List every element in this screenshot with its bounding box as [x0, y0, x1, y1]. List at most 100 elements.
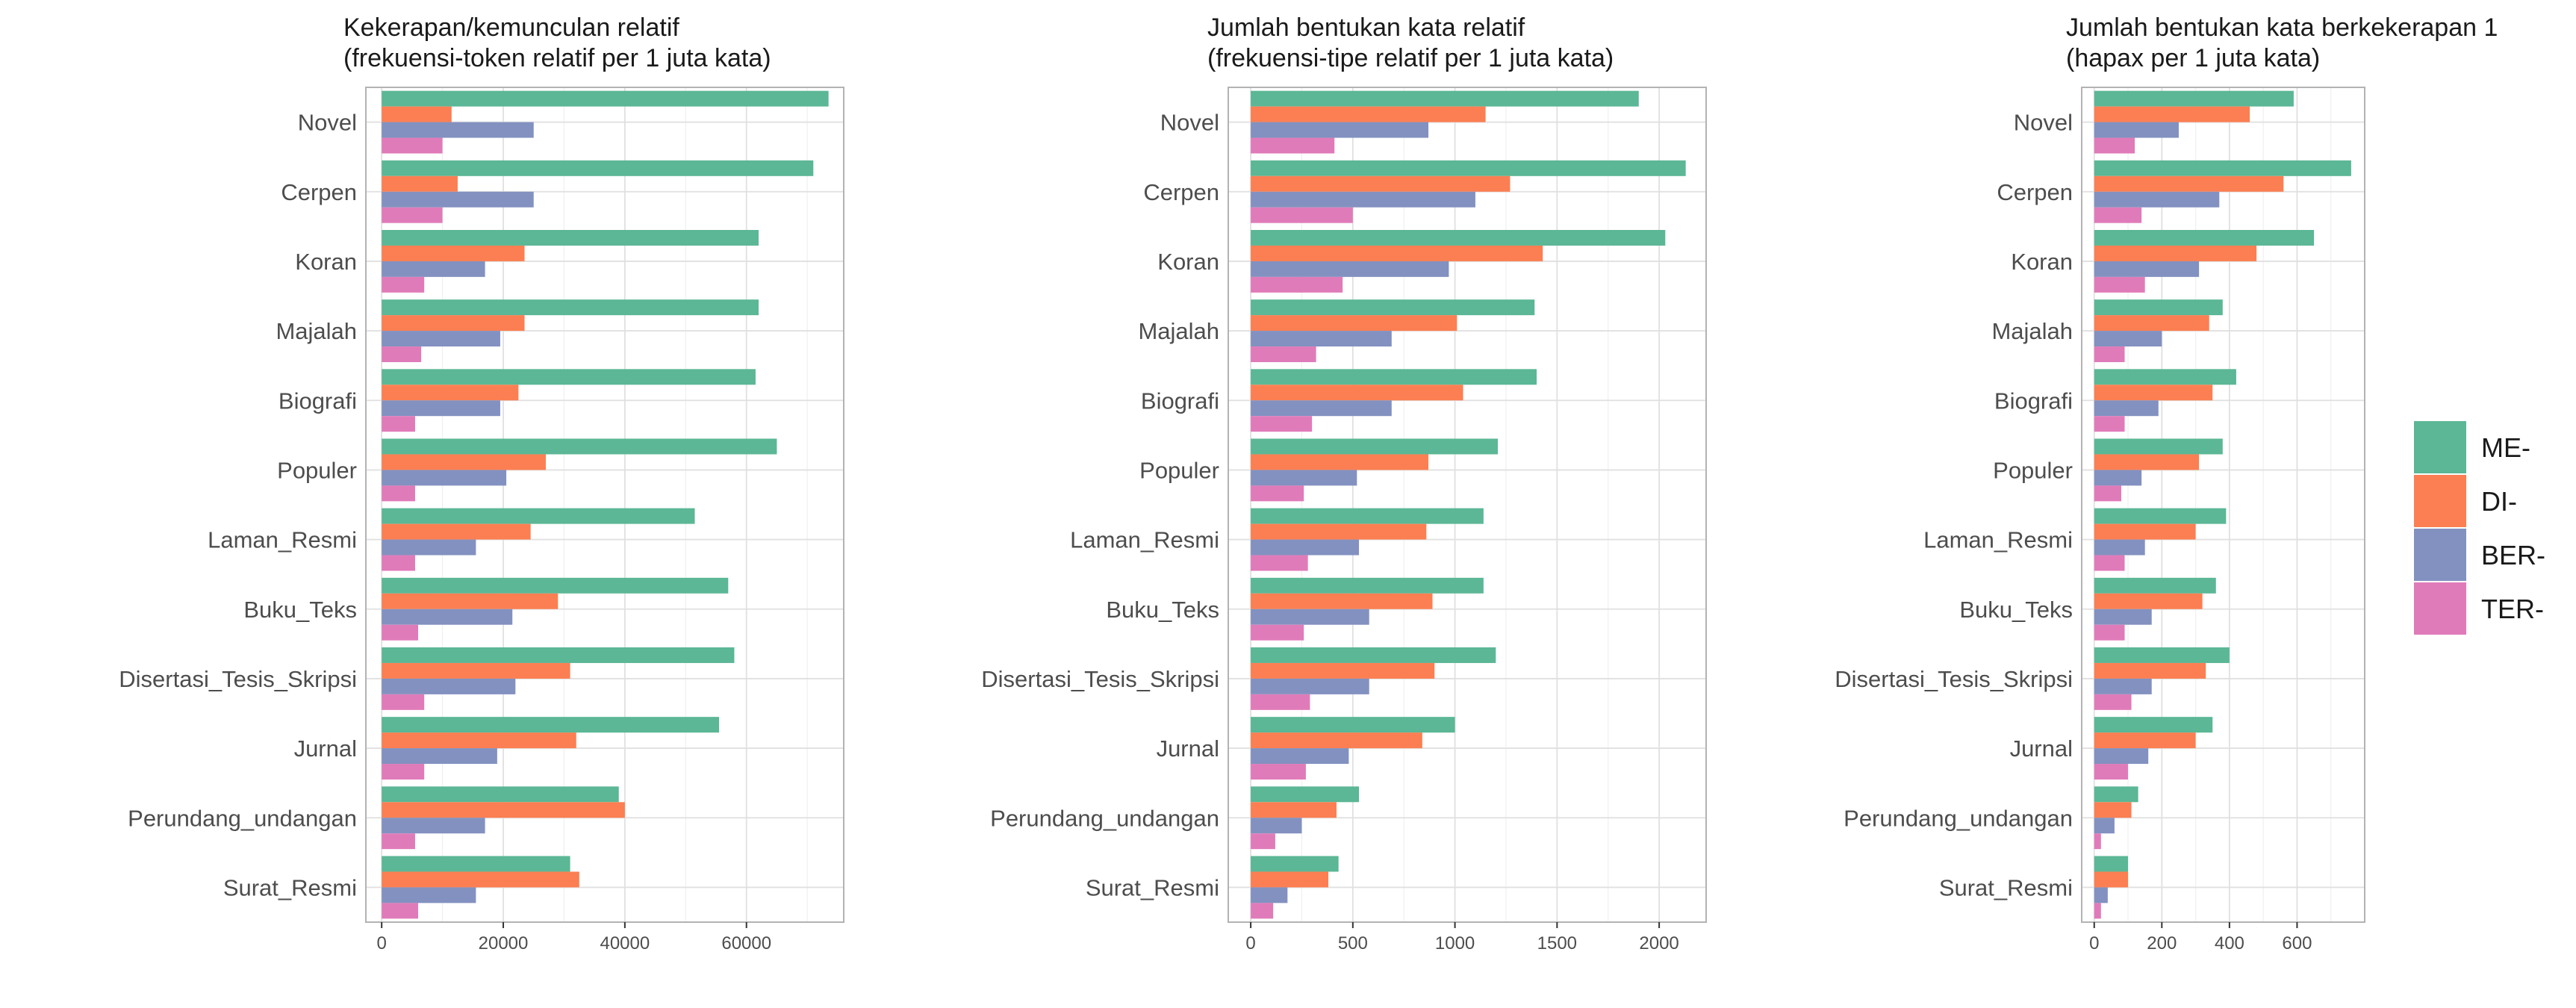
category-label: Buku_Teks: [1959, 597, 2073, 623]
category-label: Jurnal: [294, 735, 357, 762]
bar-me-koran: [1251, 229, 1666, 246]
bar-di-biografi: [1251, 385, 1463, 401]
category-label: Surat_Resmi: [1086, 874, 1219, 900]
bar-di-majalah: [382, 315, 525, 332]
category-label: Biografi: [1994, 388, 2073, 414]
bar-di-cerpen: [382, 175, 458, 192]
bar-di-jurnal: [2094, 732, 2196, 749]
bar-ter-perundang_undangan: [1251, 833, 1275, 850]
category-label: Populer: [1993, 457, 2073, 483]
bar-ber-surat_resmi: [2094, 887, 2108, 903]
bar-me-koran: [2094, 229, 2315, 246]
panel-title: Kekerapan/kemunculan relatif (frekuensi-t…: [343, 13, 771, 72]
bar-ter-biografi: [1251, 416, 1313, 432]
bar-di-novel: [2094, 106, 2250, 122]
x-tick-label: 40000: [600, 933, 650, 953]
bar-ter-novel: [2094, 137, 2135, 154]
x-tick-label: 400: [2215, 933, 2244, 953]
bar-di-cerpen: [2094, 175, 2284, 192]
bar-di-majalah: [1251, 315, 1457, 332]
x-tick-label: 20000: [479, 933, 529, 953]
bar-ber-disertasi_tesis_skripsi: [1251, 678, 1369, 694]
bar-di-laman_resmi: [1251, 523, 1427, 540]
bar-me-populer: [1251, 438, 1499, 455]
bar-ber-novel: [1251, 122, 1429, 138]
bar-me-jurnal: [2094, 717, 2213, 733]
category-label: Populer: [277, 457, 357, 483]
chart-panel-3: Jumlah bentukan kata berkekerapan 1 (hapa…: [1835, 13, 2498, 953]
bar-ber-jurnal: [1251, 748, 1349, 765]
bar-ter-disertasi_tesis_skripsi: [2094, 694, 2132, 710]
x-tick-label: 600: [2282, 933, 2312, 953]
panel-title-line: Kekerapan/kemunculan relatif: [343, 13, 679, 42]
category-label: Surat_Resmi: [1939, 874, 2073, 900]
panel-border: [1228, 87, 1707, 923]
category-label: Laman_Resmi: [1070, 527, 1219, 553]
bar-ter-laman_resmi: [1251, 555, 1308, 571]
bar-di-buku_teks: [1251, 593, 1433, 609]
bar-ter-koran: [382, 276, 425, 293]
bar-ber-populer: [382, 470, 507, 486]
chart-panels: Kekerapan/kemunculan relatif (frekuensi-t…: [119, 13, 2498, 953]
bar-me-buku_teks: [2094, 577, 2216, 594]
category-label: Novel: [298, 110, 357, 136]
bar-di-koran: [2094, 245, 2257, 261]
bar-me-jurnal: [1251, 717, 1455, 733]
bar-di-jurnal: [382, 732, 576, 749]
chart-panel-2: Jumlah bentukan kata relatif (frekuensi-t…: [981, 13, 1707, 953]
category-label: Novel: [2014, 110, 2073, 136]
panel-border: [365, 87, 844, 923]
bar-me-perundang_undangan: [382, 786, 619, 803]
bar-ter-buku_teks: [2094, 624, 2125, 641]
bar-me-majalah: [1251, 299, 1535, 316]
bar-ber-cerpen: [1251, 191, 1475, 208]
bar-me-jurnal: [382, 717, 720, 733]
bar-di-populer: [382, 454, 547, 470]
bar-me-buku_teks: [382, 577, 729, 594]
bar-ter-koran: [2094, 276, 2145, 293]
panel-title: Jumlah bentukan kata berkekerapan 1 (hapa…: [2066, 13, 2498, 72]
bar-ter-laman_resmi: [382, 555, 415, 571]
bar-ter-biografi: [2094, 416, 2125, 432]
bar-ter-majalah: [1251, 346, 1316, 363]
bar-me-disertasi_tesis_skripsi: [1251, 647, 1496, 663]
bar-ter-biografi: [382, 416, 415, 432]
bar-me-surat_resmi: [1251, 856, 1339, 872]
panel-title-line: (frekuensi-tipe relatif per 1 juta kata): [1207, 44, 1614, 72]
legend-label-ter: TER-: [2481, 594, 2544, 624]
bar-ber-buku_teks: [382, 609, 513, 625]
chart-panel-1: Kekerapan/kemunculan relatif (frekuensi-t…: [119, 13, 844, 953]
bar-me-laman_resmi: [2094, 508, 2227, 524]
bar-ber-disertasi_tesis_skripsi: [382, 678, 516, 694]
category-label: Buku_Teks: [1106, 597, 1219, 623]
bar-ber-laman_resmi: [382, 539, 476, 556]
bar-me-laman_resmi: [1251, 508, 1484, 524]
bar-di-biografi: [2094, 385, 2213, 401]
bar-ber-laman_resmi: [2094, 539, 2145, 556]
category-label: Surat_Resmi: [223, 874, 357, 900]
bar-ber-majalah: [1251, 331, 1392, 347]
x-tick-label: 0: [2089, 933, 2099, 953]
category-label: Cerpen: [281, 179, 357, 205]
bar-ber-perundang_undangan: [2094, 818, 2115, 834]
category-label: Biografi: [1141, 388, 1219, 414]
legend-label-di: DI-: [2481, 486, 2517, 517]
bar-ber-novel: [382, 122, 534, 138]
bar-me-perundang_undangan: [1251, 786, 1360, 803]
category-label: Buku_Teks: [243, 597, 357, 623]
bar-ber-biografi: [382, 400, 500, 417]
bar-di-surat_resmi: [382, 871, 579, 888]
legend-swatch-di: [2414, 475, 2466, 527]
category-label: Biografi: [279, 388, 357, 414]
bar-ter-jurnal: [1251, 764, 1306, 780]
bar-di-koran: [1251, 245, 1543, 261]
bar-ber-laman_resmi: [1251, 539, 1360, 556]
panel-title-line: (hapax per 1 juta kata): [2066, 44, 2320, 72]
bar-ber-novel: [2094, 122, 2179, 138]
bar-me-majalah: [2094, 299, 2223, 316]
x-tick-label: 500: [1338, 933, 1368, 953]
category-label: Jurnal: [2010, 735, 2073, 762]
bar-ber-jurnal: [2094, 748, 2149, 765]
bar-ber-populer: [2094, 470, 2142, 486]
